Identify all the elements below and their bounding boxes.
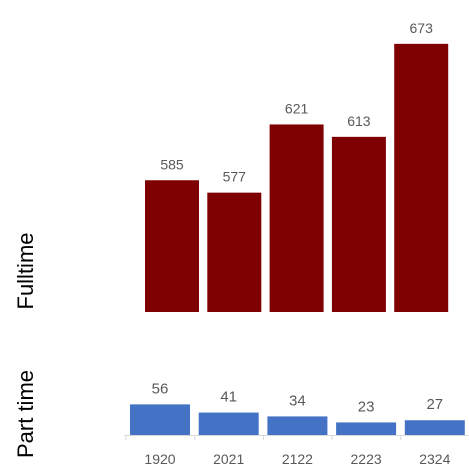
fulltime-bar-1920: [145, 180, 199, 312]
part-time-bar-2122: [267, 416, 328, 435]
part-time-bars-group: 56 41 34 23 27: [130, 380, 465, 435]
x-tick-label-2021: 2021: [213, 451, 244, 466]
part-time-data-label-1920: 56: [152, 380, 169, 397]
x-tick-label-2122: 2122: [282, 451, 313, 466]
part-time-data-label-2223: 23: [358, 398, 375, 415]
fulltime-data-label-1920: 585: [160, 156, 184, 172]
part-time-bar-2021: [198, 412, 259, 435]
fulltime-bars-group: 585 577 621 613 673: [145, 20, 449, 312]
part-time-bar-1920: [130, 404, 190, 435]
fulltime-data-label-2324: 673: [410, 20, 434, 36]
fulltime-data-label-2122: 621: [285, 100, 309, 116]
part-time-data-label-2021: 41: [220, 389, 237, 406]
fulltime-bar-2324: [394, 43, 449, 312]
part-time-bar-2223: [336, 422, 397, 435]
fulltime-data-label-2223: 613: [347, 113, 371, 129]
part-time-data-label-2122: 34: [289, 392, 306, 409]
x-axis: 1920 2021 2122 2223 2324: [124, 435, 469, 467]
x-tick-label-1920: 1920: [144, 451, 175, 466]
part-time-panel-label: Part time: [13, 370, 38, 458]
x-tick-label-2324: 2324: [419, 451, 450, 466]
part-time-bar-2324: [404, 420, 465, 435]
fulltime-bar-2122: [269, 124, 324, 312]
x-tick-label-2223: 2223: [351, 451, 382, 466]
part-time-data-label-2324: 27: [426, 396, 443, 413]
fulltime-bar-2223: [331, 136, 386, 312]
fulltime-data-label-2021: 577: [223, 169, 247, 185]
fulltime-panel-label: Fulltime: [13, 232, 38, 309]
fulltime-bar-2021: [207, 192, 262, 312]
